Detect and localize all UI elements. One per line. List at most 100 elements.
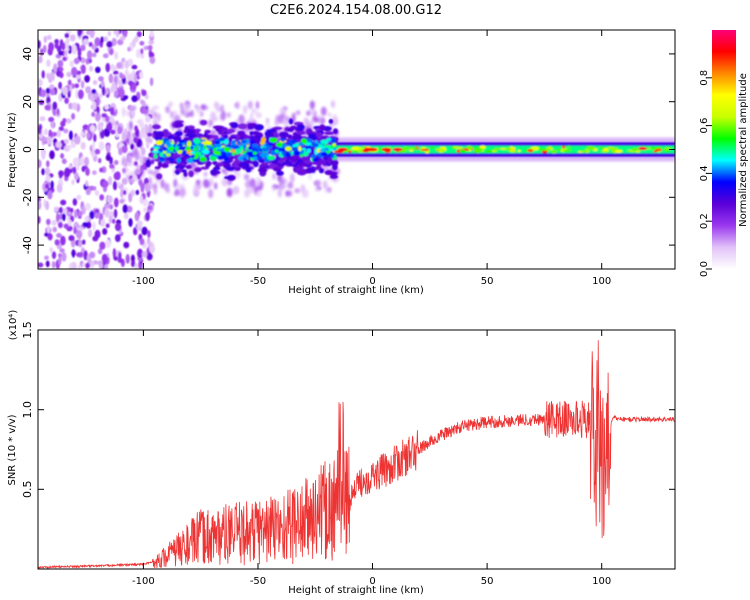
spectrogram-mark (130, 110, 136, 117)
spectrogram-mark (320, 139, 329, 145)
spectrogram-mark (61, 207, 68, 214)
snr-ytick-label: 0.5 (21, 481, 34, 499)
spectrogram-mark (114, 160, 119, 165)
spectrogram-mark (435, 148, 440, 151)
spectrogram-mark (56, 108, 60, 116)
spectrogram-mark (200, 104, 207, 111)
spectrogram-mark (140, 52, 145, 59)
spectrogram-mark (159, 157, 166, 160)
spectrogram-mark (120, 189, 124, 199)
spectrogram-mark (39, 116, 46, 122)
spectrogram-mark (156, 173, 163, 180)
spectrogram-mark (305, 145, 314, 149)
colorbar-tick-label: 0.2 (699, 213, 710, 229)
spectrogram-mark (72, 157, 79, 167)
spectrogram-mark (614, 149, 623, 153)
spectrogram-mark (193, 147, 198, 152)
spectrogram-mark (45, 87, 51, 94)
spectrogram-mark (73, 57, 80, 65)
spectrogram-mark (285, 152, 291, 158)
spectrogram-marks (38, 30, 675, 269)
spectrogram-mark (149, 56, 156, 64)
spectrogram-mark (121, 145, 128, 154)
spectrogram-mark (38, 40, 41, 49)
spectrogram-mark (139, 122, 145, 129)
spectrogram-mark (546, 148, 550, 152)
spectrogram-mark (214, 143, 222, 148)
spectrogram-mark (177, 183, 181, 189)
spectrogram-mark (62, 86, 68, 96)
spectrogram-mark (127, 46, 131, 52)
spectrogram-mark (49, 247, 54, 253)
spectrogram-mark (326, 138, 332, 141)
spectrogram-mark (77, 264, 82, 269)
spectrogram-mark (327, 186, 332, 193)
spectrogram-mark (531, 146, 540, 151)
spectrogram-mark (135, 189, 140, 195)
spectrogram-mark (129, 120, 133, 131)
spectrogram-mark (70, 208, 74, 213)
spectrogram-mark (118, 88, 125, 99)
spectrogram-mark (330, 100, 336, 108)
spectrogram-mark (600, 150, 610, 153)
spectrogram-mark (267, 142, 274, 146)
spectrogram-mark (46, 225, 51, 234)
spectrogram-mark (178, 164, 187, 168)
spectrogram-mark (67, 90, 71, 98)
spectrogram-mark (77, 210, 83, 217)
spectrogram-mark (107, 121, 113, 131)
spectrogram-mark (133, 227, 138, 236)
spectrogram-mark (76, 252, 83, 258)
spectrogram-mark (177, 139, 186, 144)
spectrogram-mark (216, 154, 225, 160)
spectrogram-mark (64, 138, 70, 144)
spectrogram-mark (562, 145, 566, 149)
spectrogram-mark (181, 151, 187, 156)
spectrogram-mark (81, 64, 86, 74)
spectrogram-mark (101, 253, 108, 264)
spectrogram-mark (284, 146, 292, 152)
spectrogram-mark (262, 143, 266, 147)
spectrogram-mark (119, 35, 126, 41)
snr-xlabel: Height of straight line (km) (288, 585, 424, 596)
spectrogram-mark (45, 174, 51, 182)
spectrogram-mark (151, 124, 161, 130)
spectrogram-mark (84, 75, 90, 83)
spectrogram-mark (108, 73, 114, 84)
colorbar-label: Normalized spectral amplitude (738, 73, 749, 227)
spectrogram-mark (289, 173, 295, 183)
spectrogram-mark (106, 195, 113, 204)
spectrogram-mark (157, 160, 163, 168)
spectrogram-mark (238, 131, 246, 138)
spectrogram-mark (330, 137, 336, 143)
spectrogram-mark (266, 129, 277, 133)
spectrogram-mark (111, 65, 118, 71)
spectrogram-mark (60, 199, 67, 206)
spectrogram-mark (131, 95, 138, 103)
spectrogram-mark (232, 142, 237, 146)
spectrogram-mark (69, 60, 74, 68)
spectrogram-mark (221, 178, 229, 187)
spectrogram-mark (130, 143, 134, 150)
spectrogram-mark (114, 90, 119, 99)
spectrogram-mark (113, 75, 118, 83)
snr-series-line (38, 340, 675, 569)
spectrogram-mark (74, 135, 81, 145)
spectrogram-mark (261, 136, 266, 143)
spectrogram-mark (245, 167, 252, 173)
spectrogram-mark (46, 160, 50, 168)
spectrogram-mark (92, 80, 98, 85)
spectrogram-mark (506, 147, 511, 151)
spectrogram-mark (484, 149, 493, 154)
spectrogram-mark (141, 251, 148, 258)
snr-xtick-label: 0 (369, 576, 375, 587)
spectrogram-mark (128, 80, 134, 86)
spectrogram-mark (89, 124, 96, 133)
spectrogram-mark (80, 80, 85, 89)
spectrogram-mark (226, 187, 233, 198)
spectrogram-mark (38, 200, 42, 210)
spectrogram-mark (249, 178, 256, 189)
spectrogram-mark (124, 60, 129, 69)
spectrogram-mark (44, 255, 49, 260)
spectrogram-mark (145, 115, 151, 123)
